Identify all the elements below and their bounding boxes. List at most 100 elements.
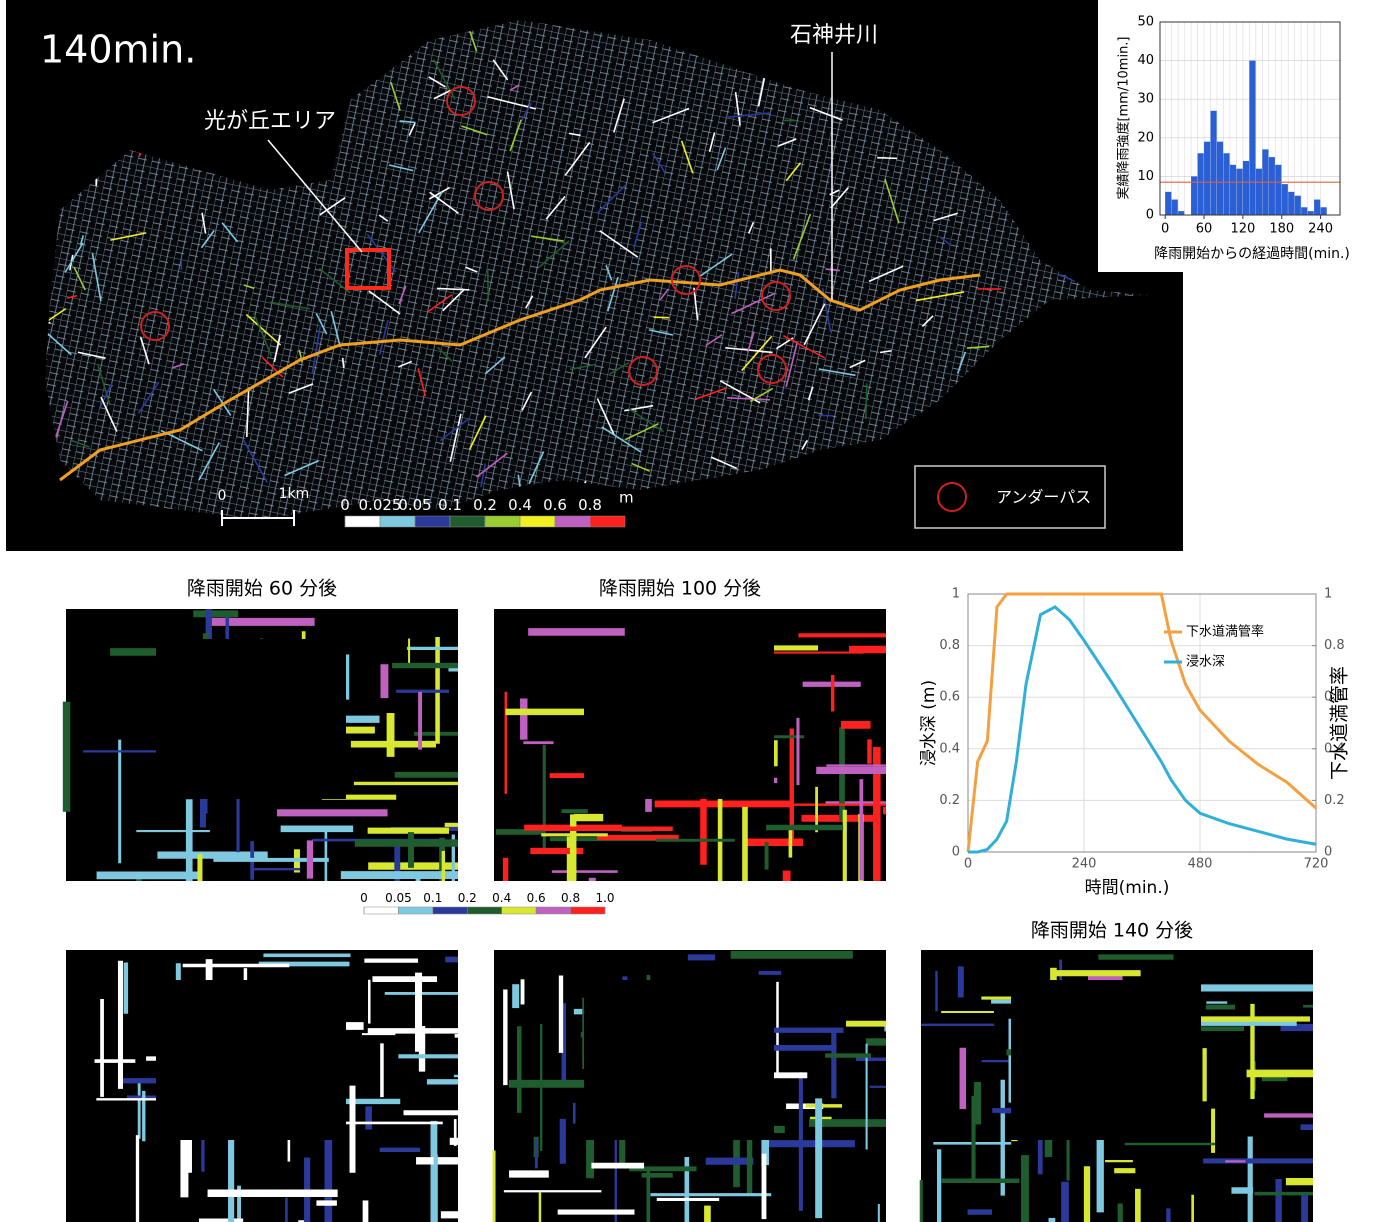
colorbar-label: 0.8 [578, 496, 602, 514]
x-tick-label: 240 [1072, 857, 1097, 872]
bar [1282, 184, 1288, 215]
y2-tick-label: 0.8 [1324, 638, 1345, 653]
colorbar-segment [398, 907, 432, 914]
area-label: 光が丘エリア [204, 109, 336, 134]
block [156, 980, 346, 1140]
bar [1204, 142, 1210, 215]
scale-label: 1km [279, 486, 310, 502]
colorbar-label: 0.6 [543, 496, 567, 514]
colorbar-label: 1.0 [595, 891, 614, 905]
colorbar-label: 0.2 [458, 891, 477, 905]
y-tick-label: 30 [1137, 92, 1154, 107]
bar [1308, 211, 1314, 215]
colorbar-segment [380, 516, 415, 527]
road [343, 358, 344, 368]
block [584, 639, 774, 799]
colorbar-label: 0.05 [385, 891, 412, 905]
x-tick-label: 0 [1161, 222, 1169, 237]
y-tick-label: 0 [1146, 208, 1154, 223]
y-tick-label: 0.4 [939, 741, 960, 756]
x-tick-label: 240 [1308, 222, 1333, 237]
colorbar-segment [571, 907, 605, 914]
x-tick-label: 720 [1304, 857, 1329, 872]
figure: 140min. 石神井川 光が丘エリア 0 1km アンダーパス 降雨開始 60… [0, 0, 1374, 1222]
bar [1275, 165, 1281, 215]
bar [1198, 153, 1204, 215]
series-line [968, 607, 1316, 852]
x-axis-label: 時間(min.) [1085, 878, 1170, 898]
legend-label: 下水道満管率 [1186, 624, 1264, 640]
colorbar-segment [415, 516, 450, 527]
y-tick-label: 10 [1137, 169, 1154, 184]
colorbar-label: 0.1 [438, 496, 462, 514]
colorbar-segment [536, 907, 570, 914]
bar [1256, 169, 1262, 215]
bar [1230, 165, 1236, 215]
colorbar-segment [450, 516, 485, 527]
colorbar-label: 0.025 [359, 496, 402, 514]
panel-title: 降雨開始 60 分後 [187, 578, 337, 600]
colorbar-segment [590, 516, 625, 527]
road [654, 317, 669, 318]
bar [1314, 200, 1320, 215]
bar [1301, 207, 1307, 215]
panel-title: 降雨開始 140 分後 [1031, 920, 1193, 942]
bar [1269, 157, 1275, 215]
river-label: 石神井川 [790, 23, 878, 48]
scale-label: 0 [218, 488, 227, 504]
x-tick-label: 120 [1230, 222, 1255, 237]
x-tick-label: 480 [1188, 857, 1213, 872]
colorbar-label: 0 [340, 496, 350, 514]
colorbar-segment [364, 907, 398, 914]
y-tick-label: 20 [1137, 130, 1154, 145]
bar [1295, 196, 1301, 215]
y2-tick-label: 1 [1324, 587, 1332, 602]
colorbar-label: 0.4 [492, 891, 511, 905]
bar [1236, 169, 1242, 215]
y2-tick-label: 0.2 [1324, 793, 1345, 808]
x-axis-label: 降雨開始からの経過時間(min.) [1154, 246, 1350, 262]
bar [1217, 142, 1223, 215]
block [584, 980, 774, 1140]
colorbar-segment [467, 907, 501, 914]
bar [1243, 161, 1249, 215]
bar [1211, 111, 1217, 215]
block [156, 639, 346, 799]
bar [1172, 200, 1178, 215]
colorbar-segment [345, 516, 380, 527]
road [866, 383, 867, 419]
road [877, 158, 897, 159]
colorbar-label: 0 [360, 891, 368, 905]
zoom-panels [66, 609, 1313, 1222]
y2-axis-label: 下水道満管率 [1329, 666, 1351, 780]
colorbar-unit: m [619, 489, 634, 507]
block [1011, 980, 1201, 1140]
colorbar-label: 0.05 [398, 496, 431, 514]
colorbar-label: 0.6 [527, 891, 546, 905]
colorbar-label: 0.4 [508, 496, 532, 514]
colorbar-segment [485, 516, 520, 527]
panel-title: 降雨開始 100 分後 [599, 578, 761, 600]
x-tick-label: 0 [964, 857, 972, 872]
colorbar-segment [433, 907, 467, 914]
time-label: 140min. [40, 28, 196, 72]
y-tick-label: 0.6 [939, 690, 960, 705]
colorbar-label: 0.8 [561, 891, 580, 905]
colorbar-segment [520, 516, 555, 527]
legend-label: 浸水深 [1186, 655, 1225, 670]
bar [1249, 61, 1255, 215]
x-tick-label: 60 [1196, 222, 1213, 237]
road [488, 268, 489, 301]
legend-label: アンダーパス [996, 488, 1091, 507]
bar [1165, 192, 1171, 215]
colorbar-segment [555, 516, 590, 527]
bar [1178, 211, 1184, 215]
y-tick-label: 0.8 [939, 638, 960, 653]
colorbar-segment [502, 907, 536, 914]
y-tick-label: 40 [1137, 53, 1154, 68]
x-tick-label: 180 [1269, 222, 1294, 237]
bar [1223, 153, 1229, 215]
colorbar-label: 0.1 [423, 891, 442, 905]
y-tick-label: 50 [1137, 15, 1154, 30]
y-axis-label: 浸水深 (m) [919, 680, 939, 766]
